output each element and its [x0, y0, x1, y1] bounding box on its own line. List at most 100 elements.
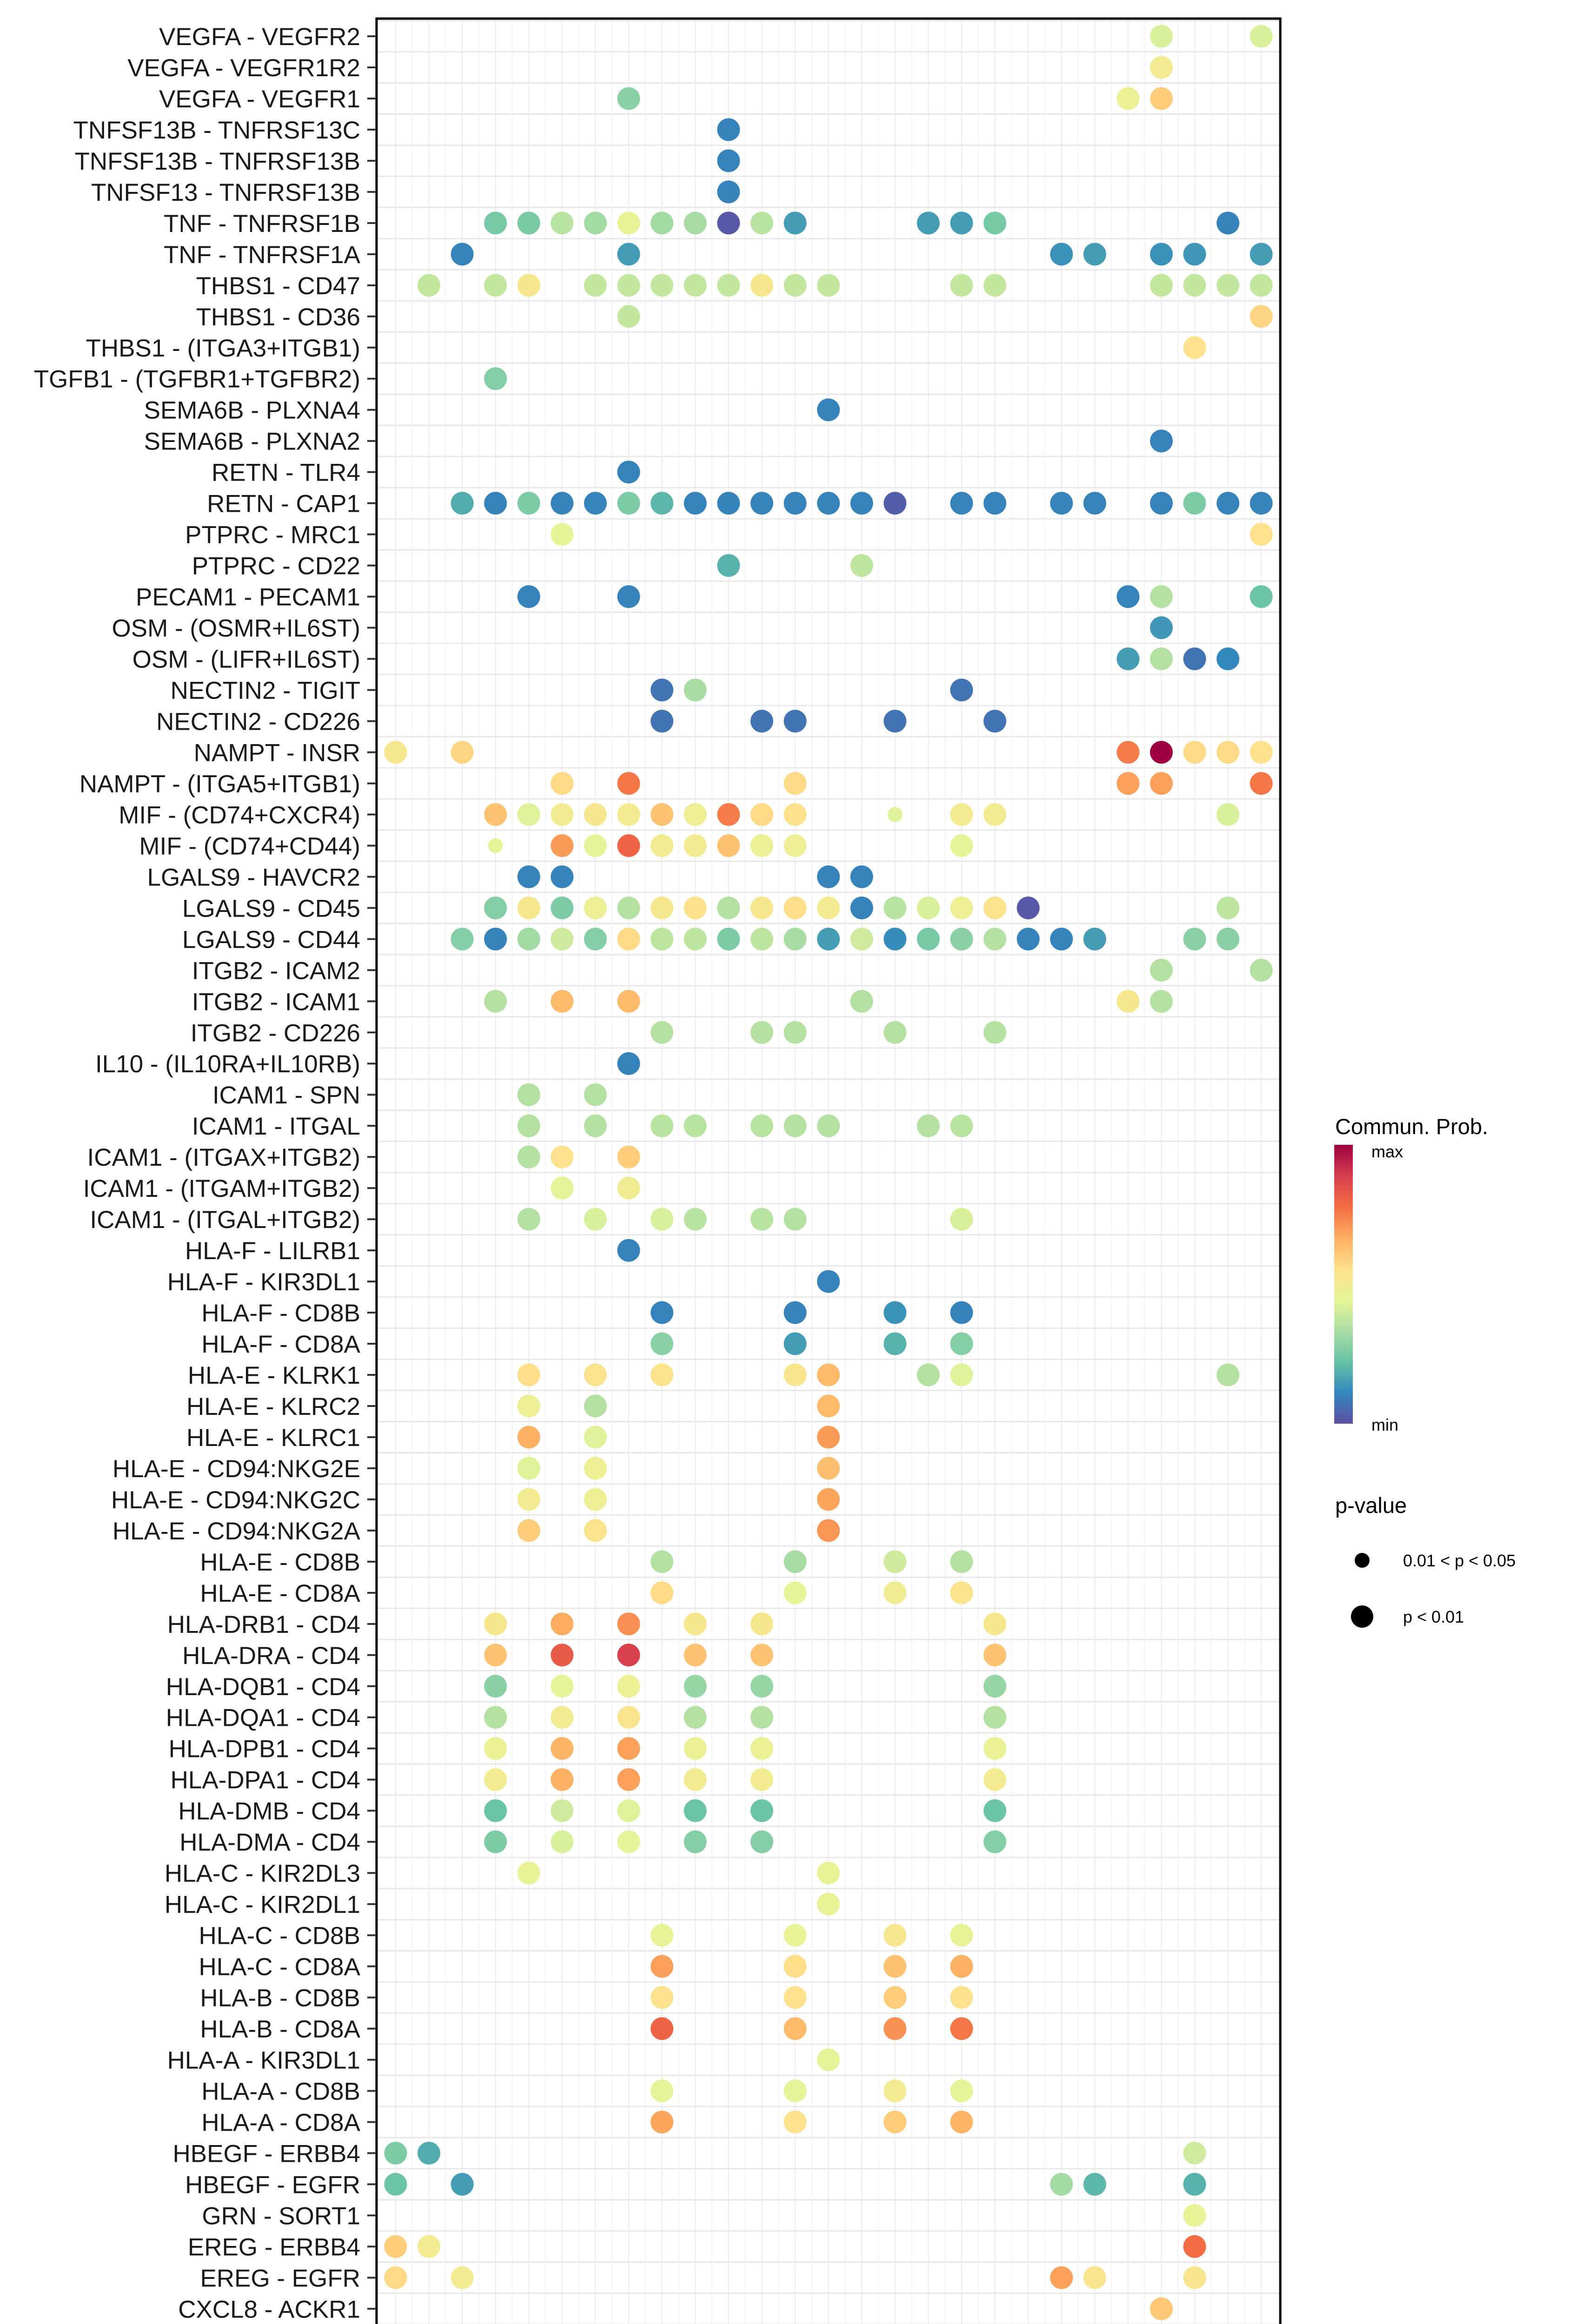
data-point	[817, 1893, 840, 1916]
data-point	[650, 1581, 674, 1604]
data-point	[750, 1208, 774, 1231]
data-point	[783, 2079, 807, 2102]
y-tick-label: TNF - TNFRSF1B	[164, 210, 360, 238]
legend-colorbar	[1334, 1145, 1353, 1424]
data-point	[817, 1457, 840, 1480]
y-tick-label: HLA-E - KLRC2	[186, 1393, 360, 1420]
y-tick-label: TNFSF13B - TNFRSF13C	[73, 117, 360, 144]
data-point	[617, 803, 640, 826]
data-point	[1183, 2141, 1206, 2165]
y-tick-label: HLA-A - CD8A	[201, 2109, 360, 2136]
data-point	[883, 927, 907, 951]
data-point	[950, 896, 973, 919]
y-tick-label: MIF - (CD74+CXCR4)	[119, 801, 360, 829]
y-tick-label: HLA-E - CD94:NKG2C	[111, 1486, 360, 1514]
data-point	[850, 865, 874, 888]
data-point	[1250, 274, 1273, 297]
data-point	[983, 274, 1006, 297]
data-point	[517, 1457, 540, 1480]
data-point	[883, 1332, 907, 1355]
y-tick-label: HLA-DQA1 - CD4	[166, 1704, 360, 1732]
data-point	[617, 990, 640, 1013]
data-point	[950, 2110, 973, 2133]
data-point	[584, 1363, 607, 1386]
data-point	[783, 274, 807, 297]
data-point	[617, 87, 640, 110]
data-point	[417, 2235, 441, 2258]
data-point	[384, 2141, 407, 2165]
data-point	[584, 803, 607, 826]
data-point	[484, 367, 507, 390]
data-point	[983, 492, 1006, 515]
data-point	[750, 1612, 774, 1636]
y-tick-label: MIF - (CD74+CD44)	[139, 832, 360, 860]
data-point	[1150, 492, 1173, 515]
y-tick-label: HLA-F - CD8B	[201, 1300, 360, 1327]
data-point	[983, 1644, 1006, 1667]
data-point	[650, 492, 674, 515]
data-point	[717, 834, 740, 857]
data-point	[783, 1550, 807, 1573]
data-point	[650, 1021, 674, 1044]
legend-pvalue-dot-large	[1351, 1605, 1373, 1628]
data-point	[817, 1363, 840, 1386]
data-point	[617, 1145, 640, 1169]
data-point	[484, 1675, 507, 1698]
data-point	[617, 896, 640, 919]
data-point	[1150, 429, 1173, 453]
data-point	[550, 492, 574, 515]
data-point	[883, 709, 907, 733]
data-point	[1250, 740, 1273, 764]
data-point	[384, 2266, 407, 2289]
data-point	[817, 398, 840, 422]
data-point	[550, 1830, 574, 1854]
data-point	[617, 461, 640, 484]
data-point	[584, 492, 607, 515]
data-point	[817, 927, 840, 951]
data-point	[1150, 990, 1173, 1013]
data-point	[550, 834, 574, 857]
data-point	[550, 211, 574, 235]
data-point	[717, 492, 740, 515]
data-point	[1017, 896, 1040, 919]
y-tick-label: LGALS9 - CD45	[182, 895, 360, 922]
data-point	[783, 834, 807, 857]
legend-min-label: min	[1371, 1415, 1398, 1434]
data-point	[517, 803, 540, 826]
data-point	[650, 679, 674, 702]
data-point	[1250, 523, 1273, 546]
y-tick-label: HLA-E - KLRC1	[186, 1424, 360, 1452]
data-point	[650, 834, 674, 857]
data-point	[1150, 274, 1173, 297]
y-tick-label: HLA-DMA - CD4	[179, 1829, 360, 1856]
data-point	[1216, 211, 1239, 235]
legend-commun-prob: Commun. Prob. max min	[1334, 1114, 1488, 1434]
data-point	[1250, 243, 1273, 266]
data-point	[617, 1768, 640, 1791]
legend-pvalue-label-large: p < 0.01	[1403, 1607, 1464, 1626]
data-point	[717, 554, 740, 577]
data-point	[484, 211, 507, 235]
data-point	[484, 492, 507, 515]
data-point	[584, 927, 607, 951]
data-point	[1117, 647, 1140, 671]
data-point	[450, 2266, 474, 2289]
data-point	[684, 1799, 707, 1822]
data-point	[817, 1488, 840, 1511]
y-tick-label: NAMPT - INSR	[194, 739, 360, 766]
data-point	[883, 1955, 907, 1978]
data-point	[617, 1176, 640, 1200]
data-point	[1117, 87, 1140, 110]
data-point	[1183, 927, 1206, 951]
data-point	[684, 1644, 707, 1667]
data-point	[684, 1768, 707, 1791]
data-point	[450, 740, 474, 764]
y-tick-label: NECTIN2 - CD226	[156, 708, 360, 735]
data-point	[917, 927, 940, 951]
data-point	[650, 274, 674, 297]
y-tick-label: HLA-C - CD8A	[199, 1954, 360, 1981]
y-tick-label: HLA-E - CD8B	[200, 1549, 360, 1576]
data-point	[783, 927, 807, 951]
data-point	[684, 1830, 707, 1854]
data-point	[917, 896, 940, 919]
